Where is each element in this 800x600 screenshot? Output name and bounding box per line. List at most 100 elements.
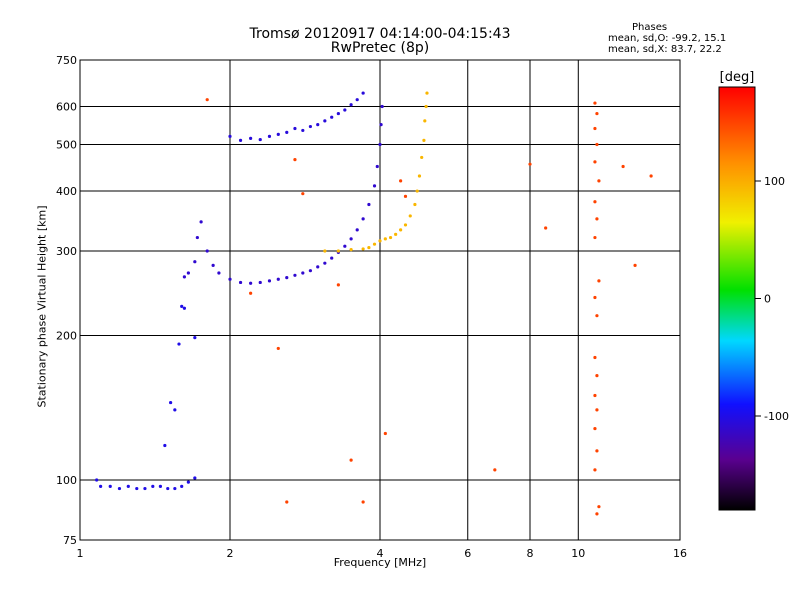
data-point [528, 162, 532, 166]
data-point [593, 355, 597, 360]
data-point [355, 98, 359, 102]
x-tick-label: 8 [527, 547, 534, 560]
data-point [595, 374, 599, 378]
data-point [180, 484, 184, 488]
data-point [420, 155, 424, 160]
data-point [349, 103, 353, 107]
data-point [182, 306, 186, 310]
phase-x-stats: mean, sd,X: 83.7, 22.2 [608, 44, 722, 55]
data-point [336, 283, 340, 287]
data-point [399, 179, 403, 183]
data-point [593, 200, 597, 204]
data-point [258, 137, 262, 142]
data-point [633, 263, 637, 267]
y-tick-label: 750 [56, 54, 77, 67]
data-point [249, 281, 253, 285]
data-point [595, 408, 599, 412]
data-point [372, 184, 377, 188]
phases-header: Phases [632, 22, 668, 33]
data-point [595, 217, 599, 221]
data-point [143, 486, 147, 491]
data-point [593, 235, 597, 240]
x-tick-label: 2 [227, 547, 234, 560]
data-point [595, 512, 599, 516]
data-point [330, 115, 334, 119]
data-point [293, 273, 297, 277]
data-point [193, 336, 197, 340]
data-point [163, 443, 167, 448]
x-tick-label: 1 [77, 547, 84, 560]
data-point [425, 91, 429, 95]
y-tick-label: 400 [56, 185, 77, 198]
data-point [383, 431, 387, 436]
data-point [423, 119, 427, 123]
data-point [330, 256, 334, 260]
chart-subtitle: RwPretec (8p) [330, 40, 430, 56]
data-point [276, 132, 280, 136]
data-point [361, 91, 365, 95]
data-point [422, 138, 426, 142]
x-tick-label: 6 [464, 547, 471, 560]
data-point [424, 104, 428, 109]
data-point [169, 400, 173, 405]
chart-title: Tromsø 20120917 04:14:00-04:15:43 [249, 26, 511, 42]
data-point [621, 164, 625, 169]
data-point [336, 249, 340, 253]
data-point [211, 263, 215, 267]
data-point [285, 500, 289, 504]
x-axis-label: Frequency [MHz] [333, 556, 427, 569]
data-point [593, 101, 597, 105]
data-point [316, 123, 320, 127]
data-point [403, 223, 408, 227]
data-point [186, 480, 190, 484]
data-point [228, 277, 232, 281]
data-point [597, 505, 601, 509]
x-tick-label: 4 [377, 547, 384, 560]
data-point [193, 260, 197, 264]
data-point [493, 468, 497, 472]
data-point [205, 98, 209, 102]
data-point [413, 202, 417, 207]
data-point [544, 226, 548, 230]
y-tick-label: 500 [56, 139, 77, 152]
data-point [593, 393, 597, 398]
data-point [415, 189, 419, 193]
data-point [399, 228, 403, 232]
data-point [593, 126, 597, 131]
data-point [316, 265, 320, 269]
data-point [301, 271, 305, 275]
data-point [597, 179, 601, 183]
data-point [135, 486, 139, 491]
data-point [323, 261, 327, 265]
data-point [217, 271, 221, 275]
colorbar-tick-label: 0 [764, 293, 771, 306]
data-point [293, 158, 297, 162]
data-point [349, 458, 353, 462]
x-tick-label: 10 [571, 547, 585, 560]
data-point [375, 164, 379, 169]
colorbar-tick-label: -100 [764, 410, 789, 423]
data-point [394, 232, 398, 236]
data-point [367, 245, 371, 250]
data-point [367, 202, 371, 207]
phase-o-stats: mean, sd,O: -99.2, 15.1 [608, 33, 727, 44]
data-point [595, 142, 599, 147]
data-point [379, 123, 383, 127]
data-point [323, 249, 327, 253]
data-point [595, 449, 599, 453]
data-point [186, 271, 190, 275]
data-point [276, 277, 280, 281]
data-point [182, 275, 186, 279]
data-point [361, 247, 365, 251]
data-point [593, 468, 597, 472]
data-point [108, 484, 112, 488]
data-point [173, 486, 177, 491]
data-point [343, 108, 347, 112]
data-point [349, 248, 353, 252]
colorbar [718, 86, 756, 511]
data-point [166, 486, 170, 491]
data-point [285, 276, 289, 280]
data-point [276, 346, 280, 351]
data-point [99, 484, 103, 488]
data-point [593, 160, 597, 164]
